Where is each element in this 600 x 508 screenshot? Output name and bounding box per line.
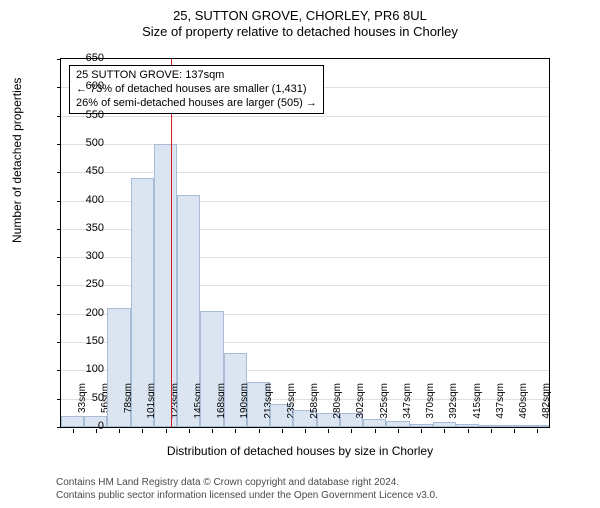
x-tick-mark xyxy=(398,429,399,433)
y-tick-label: 350 xyxy=(64,222,104,234)
y-tick-label: 150 xyxy=(64,335,104,347)
x-tick-mark xyxy=(189,429,190,433)
x-tick-mark xyxy=(537,429,538,433)
y-tick-mark xyxy=(57,257,61,258)
x-tick-mark xyxy=(328,429,329,433)
footer: Contains HM Land Registry data © Crown c… xyxy=(56,477,438,502)
x-tick-mark xyxy=(351,429,352,433)
y-tick-label: 500 xyxy=(64,137,104,149)
y-tick-mark xyxy=(57,342,61,343)
x-tick-mark xyxy=(119,429,120,433)
y-tick-mark xyxy=(57,399,61,400)
x-tick-label: 482sqm xyxy=(541,383,552,433)
y-tick-label: 250 xyxy=(64,278,104,290)
y-tick-mark xyxy=(57,427,61,428)
y-tick-label: 300 xyxy=(64,250,104,262)
footer-line-2: Contains public sector information licen… xyxy=(56,490,438,503)
y-tick-label: 400 xyxy=(64,194,104,206)
x-axis-label: Distribution of detached houses by size … xyxy=(0,444,600,458)
y-tick-mark xyxy=(57,87,61,88)
y-tick-mark xyxy=(57,172,61,173)
y-tick-mark xyxy=(57,285,61,286)
x-tick-mark xyxy=(491,429,492,433)
footer-line-1: Contains HM Land Registry data © Crown c… xyxy=(56,477,438,490)
gridline xyxy=(61,172,549,173)
x-tick-mark xyxy=(421,429,422,433)
x-tick-mark xyxy=(259,429,260,433)
info-line: ← 73% of detached houses are smaller (1,… xyxy=(76,83,317,97)
info-line: 26% of semi-detached houses are larger (… xyxy=(76,97,317,111)
x-tick-mark xyxy=(514,429,515,433)
plot-area: 33sqm56sqm78sqm101sqm123sqm145sqm168sqm1… xyxy=(60,58,550,428)
page-subtitle: Size of property relative to detached ho… xyxy=(0,24,600,39)
x-tick-mark xyxy=(468,429,469,433)
info-box: 25 SUTTON GROVE: 137sqm← 73% of detached… xyxy=(69,65,324,114)
y-tick-label: 650 xyxy=(64,52,104,64)
y-tick-label: 200 xyxy=(64,307,104,319)
y-tick-label: 600 xyxy=(64,80,104,92)
y-tick-mark xyxy=(57,229,61,230)
x-tick-mark xyxy=(212,429,213,433)
x-tick-mark xyxy=(166,429,167,433)
y-tick-label: 100 xyxy=(64,363,104,375)
y-tick-label: 450 xyxy=(64,165,104,177)
x-tick-mark xyxy=(142,429,143,433)
x-tick-mark xyxy=(305,429,306,433)
x-tick-mark xyxy=(444,429,445,433)
x-tick-mark xyxy=(235,429,236,433)
gridline xyxy=(61,116,549,117)
y-tick-mark xyxy=(57,314,61,315)
x-tick-mark xyxy=(375,429,376,433)
y-tick-label: 550 xyxy=(64,109,104,121)
y-tick-mark xyxy=(57,370,61,371)
info-line: 25 SUTTON GROVE: 137sqm xyxy=(76,69,317,83)
y-tick-label: 50 xyxy=(64,392,104,404)
y-tick-label: 0 xyxy=(64,420,104,432)
y-tick-mark xyxy=(57,144,61,145)
y-axis-label: Number of detached properties xyxy=(10,78,24,243)
gridline xyxy=(61,144,549,145)
page-title: 25, SUTTON GROVE, CHORLEY, PR6 8UL xyxy=(0,8,600,23)
x-tick-mark xyxy=(282,429,283,433)
chart: 33sqm56sqm78sqm101sqm123sqm145sqm168sqm1… xyxy=(60,58,550,428)
y-tick-mark xyxy=(57,116,61,117)
y-tick-mark xyxy=(57,59,61,60)
y-tick-mark xyxy=(57,201,61,202)
